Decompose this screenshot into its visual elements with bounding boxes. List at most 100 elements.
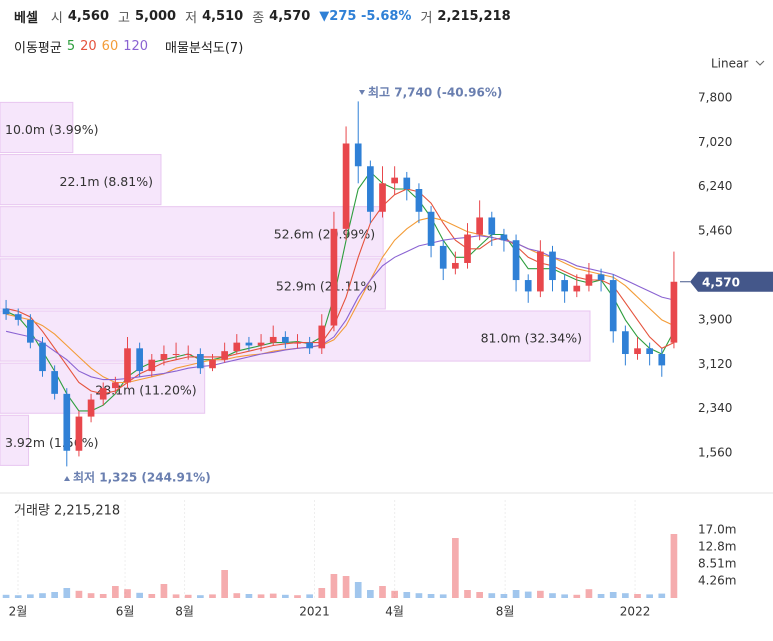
candle-body <box>439 245 447 269</box>
volume-bar <box>148 594 156 598</box>
candle-body <box>184 354 192 356</box>
volume-bar <box>330 574 338 598</box>
volume-bar <box>184 594 192 598</box>
candle-body <box>233 342 241 352</box>
volume-bar <box>354 582 362 598</box>
volume-bar <box>658 593 666 598</box>
legend-entry: 60 <box>101 39 119 54</box>
volume-bar <box>415 593 423 598</box>
x-tick-label: 8월 <box>175 605 194 619</box>
last-price-label: 4,570 <box>702 275 740 289</box>
candle-body <box>39 342 46 372</box>
volume-label: 거 <box>420 11 433 26</box>
volume-bar <box>512 590 520 598</box>
x-tick-label: 8월 <box>496 605 515 619</box>
profile-label: 28.1m (11.20%) <box>95 383 196 398</box>
candle-body <box>646 348 653 355</box>
x-tick-label: 4월 <box>385 605 404 619</box>
candle-body <box>209 359 216 369</box>
profile-bar <box>0 206 384 258</box>
candle-body <box>500 234 508 241</box>
field-value: 4,560 <box>67 9 110 24</box>
candle-body <box>585 274 593 286</box>
volume-bar <box>488 593 496 598</box>
volume-bar <box>124 589 131 598</box>
min-marker <box>64 476 70 481</box>
volume-bar <box>136 592 143 598</box>
candle-body <box>99 388 107 400</box>
legend: 이동평균 5 20 60 120 매물분석도(7) <box>14 37 243 56</box>
volume-bar <box>318 588 326 598</box>
candle-body <box>488 217 496 235</box>
volume-bar <box>14 595 22 598</box>
max-marker <box>359 90 365 95</box>
candle-body <box>136 348 143 372</box>
candle-body <box>269 336 277 343</box>
volume-tick-label: 12.8m <box>698 539 736 553</box>
candle-body <box>51 371 58 394</box>
field-label: 고 <box>118 11 130 26</box>
volume-bar <box>524 591 532 598</box>
min-annotation: 최저 1,325 (244.91%) <box>73 470 211 485</box>
candle-body <box>75 416 83 451</box>
volume-bar <box>439 594 447 598</box>
candle-body <box>306 342 313 349</box>
candle-body <box>318 325 326 349</box>
volume-tick-label: 4.26m <box>698 573 736 587</box>
volume-bar <box>452 538 459 598</box>
ma-line <box>5 171 675 412</box>
ma-line <box>5 188 675 395</box>
volume-bar <box>75 590 83 598</box>
candle-body <box>658 354 666 366</box>
last-price-tag <box>690 271 773 292</box>
profile-bar <box>0 258 386 310</box>
y-tick-label: 3,900 <box>698 312 732 326</box>
candle-body <box>379 183 386 212</box>
volume-bar <box>306 594 313 598</box>
volume-bar <box>427 594 435 598</box>
field-label: 종 <box>252 11 265 26</box>
volume-bar <box>634 594 641 598</box>
profile-bar <box>0 310 591 362</box>
y-tick-label: 5,460 <box>698 224 732 238</box>
candle-body <box>476 217 483 235</box>
volume-bar <box>561 594 568 598</box>
candle-body <box>597 274 605 281</box>
candle-body <box>549 251 556 281</box>
y-tick-label: 2,340 <box>698 401 732 415</box>
quote-header: 베셀 시 4,560 고 5,000 저 4,510 종 4,570 ▼275 -5.68% 거 2,… <box>14 7 511 26</box>
volume-bar <box>282 594 289 598</box>
y-tick-label: 1,560 <box>698 446 732 460</box>
candle-body <box>561 280 568 292</box>
candle-body <box>464 234 471 263</box>
volume-bar <box>27 594 34 598</box>
field-label: 시 <box>50 11 63 26</box>
volume-bar <box>245 594 253 598</box>
profile-label: 52.9m (21.11%) <box>276 278 377 293</box>
price-change: ▼275 -5.68% <box>319 9 412 24</box>
candle-body <box>294 342 301 344</box>
candle-body <box>622 331 629 355</box>
candle-body <box>609 280 617 332</box>
volume-bar <box>112 586 119 598</box>
volume-bar <box>573 594 581 598</box>
volume-bar <box>39 593 46 598</box>
candle-body <box>403 177 411 190</box>
scale-chevron[interactable] <box>755 60 765 66</box>
profile-label: 81.0m (32.34%) <box>481 331 582 346</box>
volume-bar <box>51 592 58 598</box>
y-tick-label: 7,800 <box>698 90 732 104</box>
scale-label[interactable]: Linear <box>711 57 748 71</box>
candle-body <box>391 177 398 184</box>
candle-body <box>14 314 22 320</box>
candle-body <box>512 240 520 281</box>
volume-bar <box>342 576 350 598</box>
candle-body <box>2 308 10 315</box>
candle-body <box>124 348 131 383</box>
x-tick-label: 2월 <box>9 605 28 619</box>
volume-tick-label: 8.51m <box>698 556 736 570</box>
volume-bar <box>476 592 483 598</box>
volume-bar <box>257 594 265 598</box>
